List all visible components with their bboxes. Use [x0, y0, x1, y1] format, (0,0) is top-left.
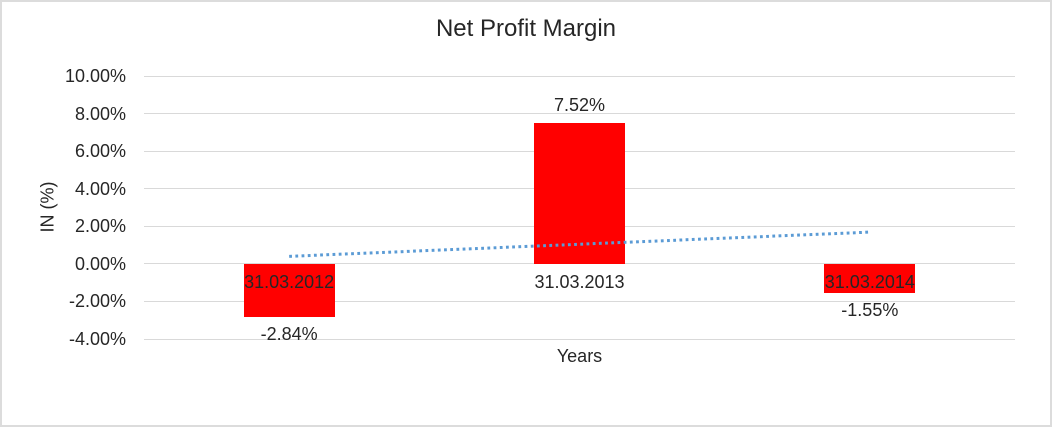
y-tick-label: 4.00%: [74, 178, 126, 199]
y-tick-label: 2.00%: [74, 216, 126, 237]
gridline: [144, 263, 1015, 265]
y-tick-label: 10.00%: [64, 66, 126, 86]
y-tick-label: 8.00%: [74, 103, 126, 124]
bar-31.03.2012: [243, 263, 335, 318]
gridline: [144, 338, 1015, 340]
x-category-label: 31.03.2014: [824, 271, 915, 292]
x-axis-title: Years: [556, 346, 603, 366]
y-tick-label: -4.00%: [68, 329, 126, 349]
y-tick-label: 6.00%: [74, 141, 126, 162]
y-tick-label: -2.00%: [68, 291, 126, 312]
bar-31.03.2014: [824, 263, 916, 293]
gridline: [144, 300, 1015, 302]
gridline: [144, 75, 1015, 77]
data-label: -1.55%: [841, 299, 899, 320]
y-tick-label: 0.00%: [74, 253, 126, 274]
data-label: 7.52%: [553, 94, 606, 115]
x-category-label: 31.03.2013: [534, 271, 625, 292]
gridline: [144, 113, 1015, 115]
chart-title: Net Profit Margin: [435, 15, 617, 42]
bar-31.03.2013: [534, 122, 625, 264]
data-label: -2.84%: [260, 324, 318, 345]
x-category-label: 31.03.2012: [244, 271, 335, 292]
